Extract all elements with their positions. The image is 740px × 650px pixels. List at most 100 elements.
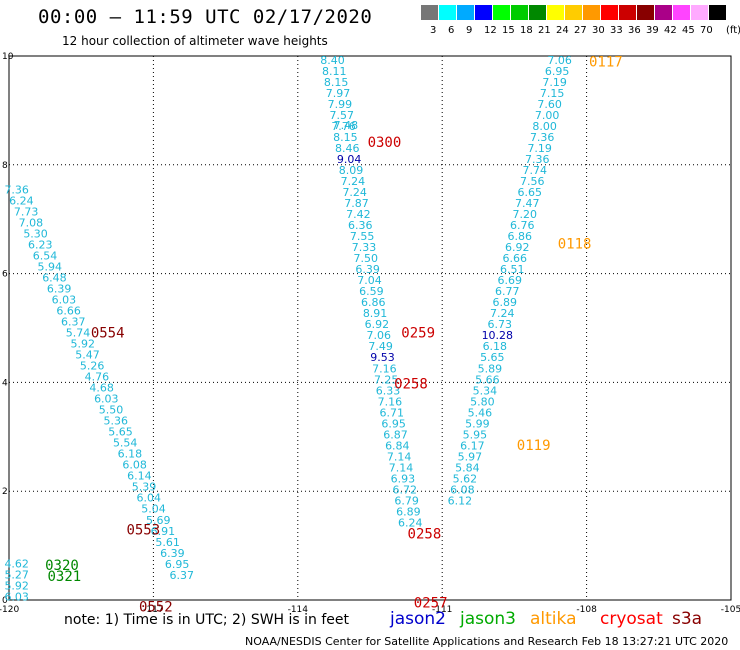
wave-height-value: 7.24 [490,307,515,320]
legend-swatch [673,5,690,20]
wave-height-value: 5.97 [458,450,483,463]
wave-height-value: 7.73 [14,205,39,218]
wave-height-value: 7.19 [542,76,567,89]
wave-height-value: 9.53 [370,351,395,364]
wave-height-value: 5.27 [4,569,29,582]
lat-tick-label: 0 [2,596,8,606]
wave-height-value: 6.03 [94,393,119,406]
wave-height-value: 6.51 [500,263,525,276]
wave-height-value: 7.16 [378,395,403,408]
legend-swatch [421,5,438,20]
wave-height-value: 7.19 [527,142,552,155]
wave-height-value: 6.92 [505,241,530,254]
wave-height-value: 7.36 [4,183,29,196]
legend-label: 6 [448,25,455,36]
wave-height-value: 5.65 [480,351,505,364]
page-subtitle: 12 hour collection of altimeter wave hei… [62,34,328,48]
lat-tick-label: 10 [2,52,14,62]
wave-height-value: 6.86 [508,230,533,243]
wave-height-value: 6.91 [151,525,176,538]
lat-tick-label: 4 [2,378,8,388]
legend-label: 42 [664,25,677,36]
legend-label: 18 [520,25,533,36]
wave-height-value: 8.11 [322,65,347,78]
legend-label: 9 [466,25,473,36]
wave-height-value: 6.86 [361,296,386,309]
wave-height-value: 7.00 [535,109,560,122]
wave-height-value: 7.74 [522,164,547,177]
wave-height-value: 7.14 [389,461,414,474]
wave-height-value: 6.89 [396,505,421,518]
pass-time-label: 0300 [368,135,402,151]
pass-time-label: 0258 [408,527,442,543]
wave-height-value: 6.84 [385,439,410,452]
wave-height-value: 6.73 [488,318,513,331]
pass-time-label: 0117 [589,54,623,70]
wave-height-value: 6.65 [517,186,542,199]
wave-height-value: 6.24 [9,194,34,207]
legend-swatch [601,5,618,20]
wave-height-value: 6.12 [448,494,473,507]
legend-label: 36 [628,25,641,36]
legend-swatch [493,5,510,20]
wave-height-value: 7.50 [354,252,379,265]
wave-height-value: 5.36 [104,415,129,428]
satellite-jason3: jason3 [460,609,516,629]
lat-tick-label: 8 [2,161,8,171]
wave-height-value: 6.54 [33,249,58,262]
wave-height-value: 6.14 [127,470,152,483]
legend-label: 24 [556,25,569,36]
wave-height-value: 6.72 [392,483,417,496]
pass-time-label: 0258 [394,376,428,392]
wave-height-value: 6.39 [47,282,72,295]
wave-height-value: 5.30 [23,227,48,240]
legend-label: 12 [484,25,497,36]
wave-height-value: 8.46 [335,142,360,155]
wave-height-value: 7.97 [326,87,351,100]
wave-height-value: 8.15 [333,131,358,144]
wave-height-value: 6.18 [118,448,143,461]
wave-height-value: 6.04 [137,492,162,505]
pass-time-label: 0257 [414,596,448,612]
wave-height-value: 7.06 [547,54,572,67]
wave-height-value: 4.68 [89,382,114,395]
legend-label: 39 [646,25,659,36]
wave-height-value: 6.37 [61,315,86,328]
legend-swatch [475,5,492,20]
wave-height-value: 7.14 [387,450,412,463]
wave-height-value: 7.48 [334,119,359,132]
wave-height-value: 7.87 [344,197,369,210]
pass-time-label: 0119 [517,438,551,454]
lat-tick-label: 6 [2,270,8,280]
wave-height-value: 5.92 [70,338,95,351]
wave-height-value: 7.49 [368,340,393,353]
legend-swatch [547,5,564,20]
wave-height-value: 5.99 [465,417,490,430]
satellite-jason2: jason2 [390,609,446,629]
wave-height-value: 6.95 [165,558,190,571]
wave-height-value: 5.62 [453,472,478,485]
wave-height-value: 6.59 [359,285,384,298]
lon-tick-label: -111 [432,605,452,615]
legend-label: 45 [682,25,695,36]
wave-height-value: 5.47 [75,349,100,362]
wave-height-value: 6.39 [160,547,185,560]
legend-label: 21 [538,25,551,36]
legend-label: 33 [610,25,623,36]
wave-height-value: 5.26 [80,360,105,373]
credit-line: NOAA/NESDIS Center for Satellite Applica… [245,635,729,648]
units-note: note: 1) Time is in UTC; 2) SWH is in fe… [64,612,350,628]
wave-height-value: 7.06 [367,329,392,342]
wave-height-value: 6.36 [348,219,373,232]
wave-height-value: 6.08 [122,459,147,472]
wave-height-value: 8.09 [339,164,364,177]
wave-height-value: 6.93 [391,472,416,485]
wave-height-value: 7.16 [372,362,397,375]
wave-height-value: 6.03 [52,293,77,306]
wave-height-value: 7.60 [537,98,562,111]
wave-height-value: 10.28 [482,329,514,342]
legend-swatch [511,5,528,20]
legend-swatch [655,5,672,20]
wave-height-value: 5.94 [37,260,62,273]
